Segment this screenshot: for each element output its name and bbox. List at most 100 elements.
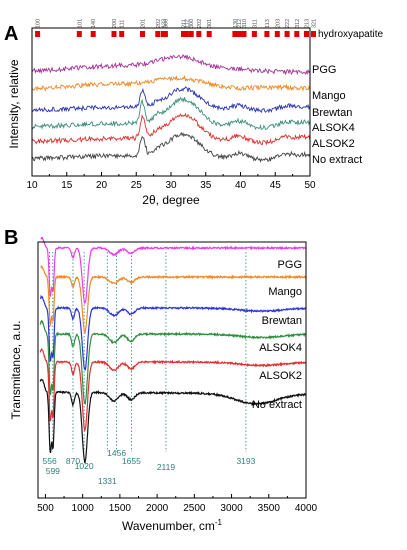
x-tick-label: 2000 <box>146 503 169 514</box>
reference-peak-label: 300 <box>189 19 195 28</box>
ftir-label-pgg: PGG <box>278 259 302 271</box>
xrd-label-no-extract: No extract <box>312 154 362 166</box>
xrd-series-labels: PGG Mango Brewtan ALSOK4 ALSOK2 No extract <box>312 64 362 166</box>
peak-label: 1331 <box>98 476 117 486</box>
xrd-label-mango: Mango <box>312 90 346 102</box>
reference-peak-marker <box>251 31 257 37</box>
reference-peak-marker <box>76 31 82 37</box>
reference-peak-marker <box>236 31 242 37</box>
reference-peak-marker <box>304 31 309 37</box>
reference-peak-label: 201 <box>141 19 147 28</box>
ftir-series-alsok4 <box>39 319 307 405</box>
x-tick-label: 500 <box>37 503 54 514</box>
peak-label: 870 <box>66 456 80 466</box>
reference-peak-label: 211 <box>182 19 188 28</box>
panel-a-x-axis-title: 2θ, degree <box>142 193 200 207</box>
ftir-series-brewtan <box>39 294 307 371</box>
x-tick-label: 10 <box>26 180 38 191</box>
xrd-series-alsok2 <box>31 112 311 146</box>
x-tick-label: 15 <box>61 180 73 191</box>
reference-peak-marker <box>155 31 161 37</box>
panel-b-x-axis-title-text: Wavenumber, cm <box>122 519 215 533</box>
reference-peak-label: 202 <box>156 19 162 28</box>
x-tick-label: 20 <box>96 180 108 191</box>
reference-peak-label: 202 <box>197 19 203 28</box>
reference-peak-marker <box>181 31 186 37</box>
reference-peak-label: 222 <box>285 19 291 28</box>
panel-b-y-axis-title: Transmitance, a.u. <box>9 321 23 420</box>
xrd-label-pgg: PGG <box>312 64 336 76</box>
ftir-label-alsok4: ALSOK4 <box>259 342 302 354</box>
peak-label: 1655 <box>122 456 141 466</box>
x-tick-label: 1500 <box>109 503 132 514</box>
xrd-series-alsok4 <box>31 96 311 131</box>
reference-peak-marker <box>264 31 270 37</box>
panel-b-x-axis: 500 1000 1500 2000 2500 3000 3500 4000 <box>37 494 318 514</box>
xrd-series-brewtan <box>31 86 311 114</box>
x-tick-label: 1000 <box>72 503 95 514</box>
peak-label: 556 <box>43 456 57 466</box>
reference-peak-label: 122 <box>161 19 167 28</box>
reference-peak-marker <box>206 31 212 37</box>
reference-peak-label: 111 <box>120 20 126 28</box>
xrd-series-group <box>31 54 311 164</box>
ftir-series-alsok2 <box>39 347 307 432</box>
reference-peak-label: 130 <box>233 19 239 28</box>
x-tick-label: 45 <box>270 180 282 191</box>
reference-peak-marker <box>162 31 168 37</box>
reference-label: hydroxyapatite <box>318 29 383 40</box>
reference-peak-label: 212 <box>237 19 243 28</box>
panel-a-x-axis: 10 15 20 25 30 35 40 45 50 <box>26 172 316 191</box>
reference-peak-marker <box>90 31 96 37</box>
reference-peak-label: 112 <box>184 19 190 28</box>
reference-peak-marker <box>183 31 189 37</box>
ftir-label-mango: Mango <box>268 286 302 298</box>
reference-peak-marker <box>241 31 247 37</box>
reference-peak-marker <box>274 31 280 37</box>
reference-peak-marker <box>311 31 316 37</box>
x-tick-label: 30 <box>165 180 177 191</box>
x-tick-label: 3000 <box>220 503 243 514</box>
x-tick-label: 25 <box>131 180 143 191</box>
x-tick-label: 35 <box>200 180 212 191</box>
panel-b-plot-frame <box>37 241 307 499</box>
reference-peak-marker <box>111 31 117 37</box>
reference-peak-marker <box>140 31 145 37</box>
x-tick-label: 50 <box>304 180 316 191</box>
ftir-series-labels: PGG Mango Brewtan ALSOK4 ALSOK2 No extract <box>252 259 302 411</box>
reference-peak-label: 140 <box>91 19 97 28</box>
ftir-series-mango <box>40 264 307 335</box>
reference-peak-marker <box>196 31 202 37</box>
peak-label: 2119 <box>157 462 176 472</box>
reference-peak-label: 321 <box>312 19 318 28</box>
x-tick-label: 40 <box>235 180 247 191</box>
xrd-label-brewtan: Brewtan <box>312 107 352 119</box>
reference-peak-marker <box>119 31 125 37</box>
reference-peak-label: 203 <box>275 19 281 28</box>
ftir-label-alsok2: ALSOK2 <box>259 370 302 382</box>
peak-label: 1020 <box>75 461 94 471</box>
x-tick-label: 4000 <box>295 503 318 514</box>
ftir-series-group <box>39 236 307 464</box>
reference-peak-label: 300 <box>163 19 169 28</box>
panel-b-x-axis-title-sup: -1 <box>215 518 223 527</box>
panel-a-y-axis-title: Intensity, relative <box>7 59 21 148</box>
x-tick-label: 2500 <box>183 503 206 514</box>
panel-a-letter: A <box>4 23 18 45</box>
peak-label: 3193 <box>236 456 255 466</box>
reference-peak-marker <box>232 31 238 37</box>
xrd-series-no-extract <box>31 131 311 164</box>
ftir-series-pgg <box>40 236 307 305</box>
x-tick-label: 3500 <box>258 503 281 514</box>
reference-peak-label: 213 <box>305 19 311 28</box>
panel-b-letter: B <box>4 227 18 249</box>
reference-peak-marker <box>284 31 290 37</box>
reference-peak-label: 100 <box>36 19 42 28</box>
reference-peak-marker <box>188 31 194 37</box>
reference-peak-label: 312 <box>295 19 301 28</box>
reference-peak-label: 310 <box>242 19 248 28</box>
